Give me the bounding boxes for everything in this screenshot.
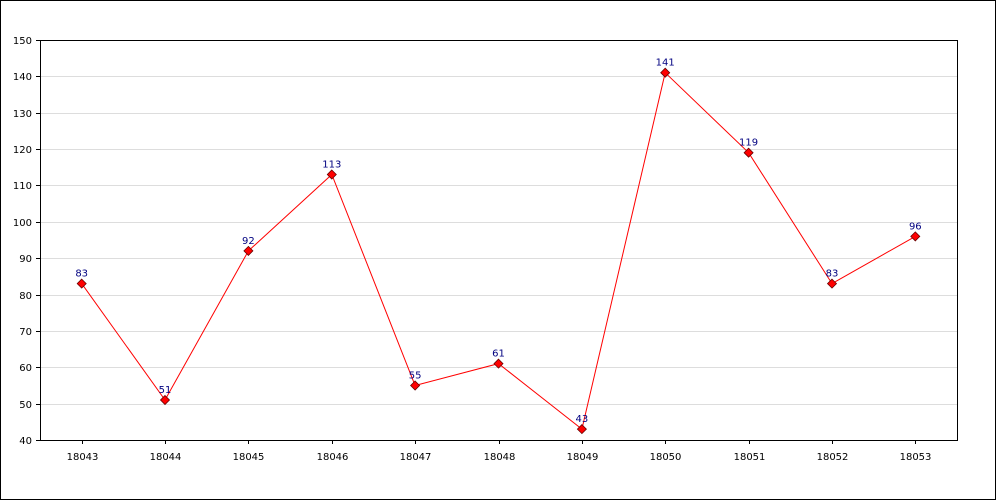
x-tick-label: 18046 bbox=[317, 452, 349, 463]
data-label: 113 bbox=[322, 160, 341, 171]
gridlines bbox=[40, 76, 957, 405]
y-tick-label: 90 bbox=[19, 254, 32, 265]
x-tick-label: 18045 bbox=[233, 452, 265, 463]
x-tick-label: 18053 bbox=[900, 452, 932, 463]
x-tick-label: 18049 bbox=[567, 452, 599, 463]
data-point-marker bbox=[159, 394, 171, 406]
data-label: 92 bbox=[242, 236, 255, 247]
data-point-marker bbox=[243, 245, 254, 256]
y-tick-label: 60 bbox=[19, 363, 32, 374]
data-point-marker bbox=[326, 169, 337, 180]
data-label: 61 bbox=[492, 349, 505, 360]
y-tick-label: 50 bbox=[19, 400, 32, 411]
y-tick-label: 140 bbox=[13, 72, 32, 83]
y-tick-label: 100 bbox=[13, 218, 32, 229]
data-point-marker bbox=[410, 380, 421, 391]
data-point-marker bbox=[76, 278, 87, 289]
data-point-marker bbox=[826, 278, 838, 289]
data-point-marker bbox=[910, 231, 921, 242]
y-tick-label: 150 bbox=[13, 36, 32, 47]
y-tick-label: 120 bbox=[13, 145, 32, 156]
data-label: 119 bbox=[739, 138, 758, 149]
data-label: 83 bbox=[826, 269, 839, 280]
y-tick-label: 110 bbox=[13, 181, 32, 192]
x-tick-label: 18052 bbox=[817, 452, 849, 463]
x-axis: 18043 18044 18045 18046 18047 18048 18049 18050… bbox=[67, 440, 932, 463]
data-label: 83 bbox=[75, 269, 88, 280]
markers-layer bbox=[76, 67, 921, 435]
data-point-marker bbox=[493, 358, 504, 369]
data-labels-layer: 83 51 92 113 55 61 43 141 119 83 96 bbox=[75, 58, 921, 425]
x-tick-label: 18050 bbox=[650, 452, 682, 463]
data-label: 55 bbox=[409, 370, 422, 381]
data-label: 141 bbox=[656, 58, 675, 69]
x-tick-label: 18051 bbox=[734, 452, 766, 463]
y-axis: 40 50 60 70 80 90 100 110 120 130 140 150 bbox=[13, 36, 40, 447]
x-tick-label: 18048 bbox=[484, 452, 516, 463]
data-label: 96 bbox=[909, 221, 922, 232]
series-line bbox=[81, 71, 916, 430]
y-tick-label: 70 bbox=[19, 327, 32, 338]
data-point-marker bbox=[576, 424, 587, 435]
series-layer bbox=[81, 71, 916, 430]
y-tick-label: 40 bbox=[19, 436, 32, 447]
plot-area bbox=[40, 40, 958, 441]
x-tick-label: 18044 bbox=[150, 452, 182, 463]
y-tick-label: 80 bbox=[19, 291, 32, 302]
y-tick-label: 130 bbox=[13, 109, 32, 120]
x-tick-label: 18043 bbox=[67, 452, 99, 463]
data-label: 43 bbox=[575, 414, 588, 425]
data-point-marker bbox=[660, 67, 671, 78]
data-label: 51 bbox=[159, 385, 172, 396]
x-tick-label: 18047 bbox=[400, 452, 432, 463]
data-point-marker bbox=[743, 147, 754, 158]
